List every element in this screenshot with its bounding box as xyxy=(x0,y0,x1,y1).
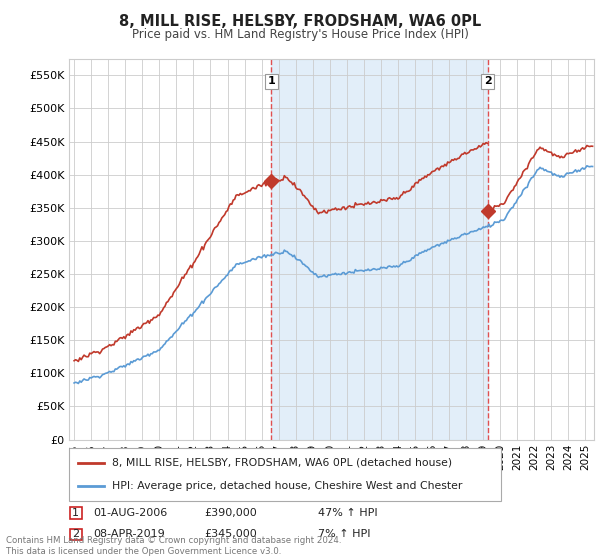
FancyBboxPatch shape xyxy=(70,529,82,540)
Text: 8, MILL RISE, HELSBY, FRODSHAM, WA6 0PL: 8, MILL RISE, HELSBY, FRODSHAM, WA6 0PL xyxy=(119,14,481,29)
FancyBboxPatch shape xyxy=(69,448,501,501)
Text: 2: 2 xyxy=(72,529,79,539)
Text: 47% ↑ HPI: 47% ↑ HPI xyxy=(318,508,377,518)
FancyBboxPatch shape xyxy=(70,507,82,519)
Text: 2: 2 xyxy=(484,76,491,86)
Text: 08-APR-2019: 08-APR-2019 xyxy=(93,529,165,539)
Text: £345,000: £345,000 xyxy=(204,529,257,539)
Text: 1: 1 xyxy=(268,76,275,86)
Text: Price paid vs. HM Land Registry's House Price Index (HPI): Price paid vs. HM Land Registry's House … xyxy=(131,28,469,41)
Text: 8, MILL RISE, HELSBY, FRODSHAM, WA6 0PL (detached house): 8, MILL RISE, HELSBY, FRODSHAM, WA6 0PL … xyxy=(112,458,452,468)
Text: HPI: Average price, detached house, Cheshire West and Chester: HPI: Average price, detached house, Ches… xyxy=(112,481,463,491)
Text: 7% ↑ HPI: 7% ↑ HPI xyxy=(318,529,371,539)
Text: 1: 1 xyxy=(72,508,79,518)
Bar xyxy=(271,59,488,440)
Text: £390,000: £390,000 xyxy=(204,508,257,518)
Text: 01-AUG-2006: 01-AUG-2006 xyxy=(93,508,167,518)
Text: Contains HM Land Registry data © Crown copyright and database right 2024.
This d: Contains HM Land Registry data © Crown c… xyxy=(6,536,341,556)
